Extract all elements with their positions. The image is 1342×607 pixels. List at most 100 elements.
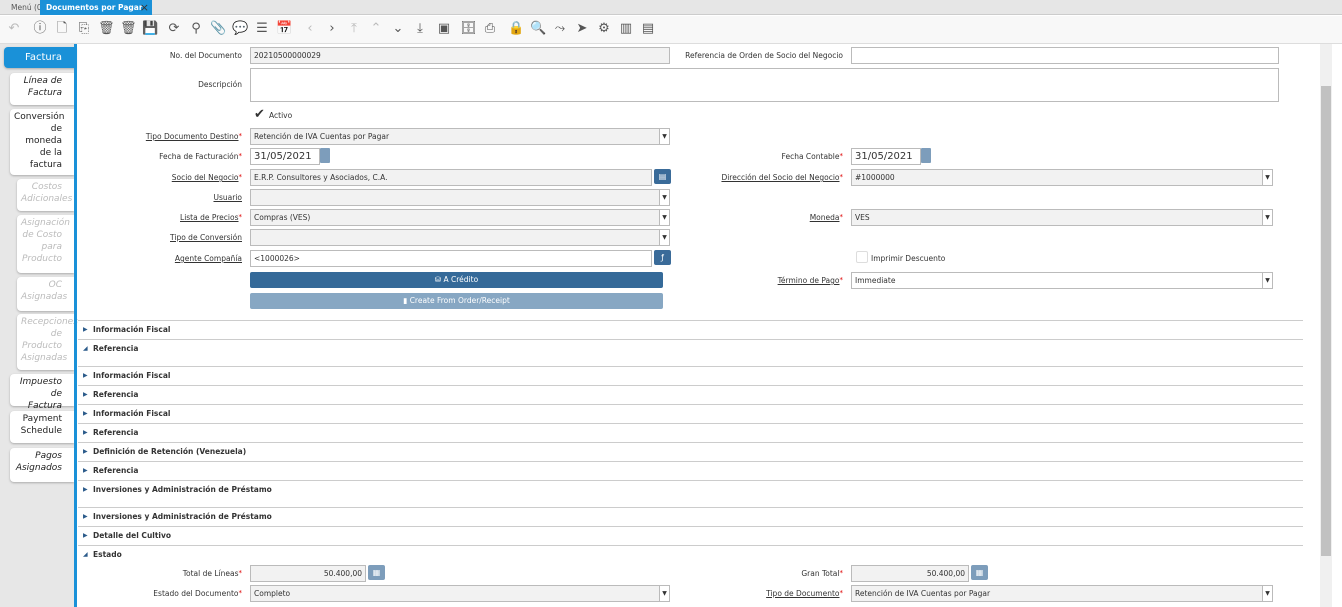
record-tab[interactable]: Factura <box>4 47 76 68</box>
next-icon[interactable]: › <box>329 21 335 36</box>
collapsed-arrow-icon[interactable]: ▶ <box>83 410 88 417</box>
conversion-type-select[interactable]: ▼ <box>250 229 670 246</box>
bpartner-field[interactable]: E.R.P. Consultores y Asociados, C.A. <box>250 169 652 186</box>
scrollbar[interactable] <box>1320 44 1332 607</box>
archive-icon[interactable]: 🗄 <box>460 21 477 36</box>
doc-type-select[interactable]: Retención de IVA Cuentas por Pagar ▼ <box>851 585 1273 602</box>
record-tab[interactable]: Conversión de moneda de la factura <box>10 109 74 175</box>
previous-icon[interactable]: ‹ <box>307 21 313 36</box>
document-icon[interactable]: ▤ <box>641 21 655 36</box>
chat-icon[interactable]: 💬 <box>232 21 249 36</box>
record-tab[interactable]: OC Asignadas <box>17 277 74 311</box>
save-icon[interactable]: 💾 <box>142 21 159 36</box>
expanded-arrow-icon[interactable]: ◢ <box>83 551 88 558</box>
payment-term-select[interactable]: Immediate ▼ <box>851 272 1273 289</box>
calendar-icon[interactable]: 📅 <box>276 21 293 36</box>
section-header[interactable]: ▶ Referencia <box>78 385 1303 404</box>
grid-toggle-icon[interactable]: ☰ <box>256 21 268 36</box>
target-doc-type-select[interactable]: Retención de IVA Cuentas por Pagar ▼ <box>250 128 670 145</box>
record-tab[interactable]: Asignación de Costo para Producto <box>17 215 74 273</box>
print-icon[interactable]: ⎙ <box>484 21 496 36</box>
detail-icon[interactable]: ⌄ <box>392 21 404 36</box>
description-field[interactable] <box>250 68 1279 102</box>
chevron-down-icon[interactable]: ▼ <box>1262 273 1272 288</box>
chevron-down-icon[interactable]: ▼ <box>1262 210 1272 225</box>
account-date-field[interactable]: 31/05/2021 <box>851 148 921 165</box>
section-header[interactable]: ▶ Referencia <box>78 423 1303 442</box>
create-from-button[interactable]: ▮ Create From Order/Receipt <box>250 293 663 309</box>
record-tab[interactable]: Línea de Factura <box>10 73 74 105</box>
collapsed-arrow-icon[interactable]: ▶ <box>83 486 88 493</box>
ref-order-field[interactable] <box>851 47 1279 64</box>
collapsed-arrow-icon[interactable]: ▶ <box>83 391 88 398</box>
calendar-icon[interactable] <box>921 148 931 163</box>
record-tab[interactable]: Pagos Asignados <box>10 448 74 482</box>
collapsed-arrow-icon[interactable]: ▶ <box>83 448 88 455</box>
section-header[interactable]: ▶ Información Fiscal <box>78 404 1303 423</box>
record-tab[interactable]: Costos Adicionales <box>17 179 74 211</box>
attachment-icon[interactable]: 📎 <box>210 21 227 36</box>
chevron-down-icon[interactable]: ▼ <box>659 210 669 225</box>
chevron-down-icon[interactable]: ▼ <box>659 230 669 245</box>
chevron-down-icon[interactable]: ▼ <box>659 586 669 601</box>
copy-icon[interactable]: ⎘ <box>78 21 90 36</box>
collapsed-arrow-icon[interactable]: ▶ <box>83 326 88 333</box>
print-discount-checkbox[interactable] <box>856 251 868 263</box>
new-icon[interactable]: 🗋 <box>56 21 68 36</box>
collapsed-arrow-icon[interactable]: ▶ <box>83 513 88 520</box>
send-icon[interactable]: ➤ <box>576 21 588 36</box>
help-icon[interactable]: ⓘ <box>33 21 47 36</box>
doc-no-field[interactable]: 20210500000029 <box>250 47 670 64</box>
section-header[interactable]: ◢ Estado <box>78 545 1303 564</box>
section-header[interactable]: ▶ Referencia <box>78 461 1303 480</box>
section-header[interactable]: ▶ Definición de Retención (Venezuela) <box>78 442 1303 461</box>
scrollbar-thumb[interactable] <box>1321 86 1331 556</box>
section-header[interactable]: ▶ Detalle del Cultivo <box>78 526 1303 545</box>
bpartner-search-button[interactable]: ▤ <box>654 169 671 184</box>
collapsed-arrow-icon[interactable]: ▶ <box>83 467 88 474</box>
doc-status-select[interactable]: Completo ▼ <box>250 585 670 602</box>
price-list-select[interactable]: Compras (VES) ▼ <box>250 209 670 226</box>
section-header[interactable]: ▶ Inversiones y Administración de Préstam… <box>78 507 1303 526</box>
chevron-down-icon[interactable]: ▼ <box>1262 586 1272 601</box>
collapsed-arrow-icon[interactable]: ▶ <box>83 429 88 436</box>
undo-icon[interactable]: ↶ <box>8 21 20 36</box>
collapsed-arrow-icon[interactable]: ▶ <box>83 532 88 539</box>
process-icon[interactable]: ⚙ <box>598 21 610 36</box>
delete-icon[interactable]: 🗑 <box>98 21 115 36</box>
total-lines-field[interactable]: 50.400,00 <box>250 565 366 582</box>
lock-icon[interactable]: 🔒 <box>508 21 525 36</box>
calculator-icon[interactable]: ▦ <box>971 565 988 580</box>
chevron-down-icon[interactable]: ▼ <box>659 190 669 205</box>
find-icon[interactable]: ⚲ <box>191 21 201 36</box>
chevron-down-icon[interactable]: ▼ <box>1262 170 1272 185</box>
bp-address-select[interactable]: #1000000 ▼ <box>851 169 1273 186</box>
workflow-icon[interactable]: ⤳ <box>554 21 566 36</box>
section-header[interactable]: ▶ Inversiones y Administración de Préstam… <box>78 480 1303 507</box>
report-icon[interactable]: ▣ <box>437 21 451 36</box>
barcode-icon[interactable]: ▥ <box>619 21 633 36</box>
section-header[interactable]: ◢ Referencia <box>78 339 1303 366</box>
expanded-arrow-icon[interactable]: ◢ <box>83 345 88 352</box>
last-icon[interactable]: ⤓ <box>417 21 423 36</box>
zoom-across-icon[interactable]: 🔍 <box>530 21 547 36</box>
first-icon[interactable]: ⤒ <box>351 21 357 36</box>
tab-menu[interactable]: Menú (0) <box>11 3 45 12</box>
record-tab[interactable]: Payment Schedule <box>10 411 74 443</box>
grand-total-field[interactable]: 50.400,00 <box>851 565 969 582</box>
sales-rep-field[interactable]: <1000026> <box>250 250 652 267</box>
record-tab[interactable]: Recepciones de Producto Asignadas <box>17 314 78 370</box>
calendar-icon[interactable] <box>320 148 330 163</box>
chevron-down-icon[interactable]: ▼ <box>659 129 669 144</box>
close-icon[interactable]: × <box>139 1 149 14</box>
record-tab[interactable]: Impuesto de Factura <box>10 374 74 411</box>
delete-selection-icon[interactable]: 🗑 <box>120 21 137 36</box>
collapsed-arrow-icon[interactable]: ▶ <box>83 372 88 379</box>
tab-documentos-por-pagar[interactable]: Documentos por Pagar × <box>40 0 152 15</box>
credit-button[interactable]: ⛁ A Crédito <box>250 272 663 288</box>
active-checkbox[interactable]: ✔ <box>254 107 265 122</box>
parent-icon[interactable]: ⌃ <box>370 21 382 36</box>
calculator-icon[interactable]: ▦ <box>368 565 385 580</box>
section-header[interactable]: ▶ Información Fiscal <box>78 366 1303 385</box>
invoice-date-field[interactable]: 31/05/2021 <box>250 148 320 165</box>
